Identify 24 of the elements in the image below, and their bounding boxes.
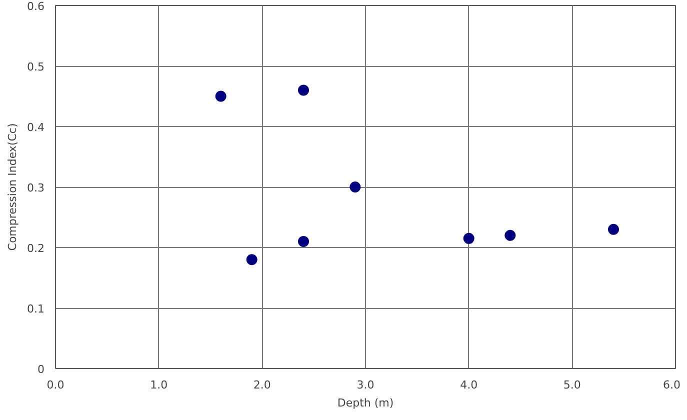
point (350, 182, 361, 192)
y-tick-label: 0 (38, 363, 44, 376)
point (246, 254, 258, 266)
x-tick-label: 1.0 (150, 378, 168, 392)
x-tick-label: 4.0 (460, 378, 478, 392)
x-tick-label: 0.0 (46, 378, 64, 392)
x-tick-label: 3.0 (356, 378, 374, 392)
y-tick-label: 0.3 (27, 182, 45, 194)
x-tick-label: 5.0 (563, 378, 581, 392)
y-tick-label: 0.6 (27, 0, 45, 13)
y-tick-label: 0.5 (27, 60, 45, 74)
point (463, 232, 474, 244)
y-tick-label: 0.1 (27, 302, 45, 316)
x-axis-title: Depth (m) (337, 396, 394, 410)
point (215, 90, 226, 102)
y-tick-label: 0.2 (27, 242, 45, 255)
point (298, 236, 309, 247)
y-axis-title: Compression Index(Cc) (6, 123, 20, 251)
y-tick-label: 0.4 (27, 121, 45, 134)
x-tick-label: 6.0 (663, 378, 681, 392)
x-tick-label: 2.0 (253, 378, 271, 392)
point (504, 230, 516, 241)
point (608, 224, 619, 235)
point (298, 84, 309, 96)
